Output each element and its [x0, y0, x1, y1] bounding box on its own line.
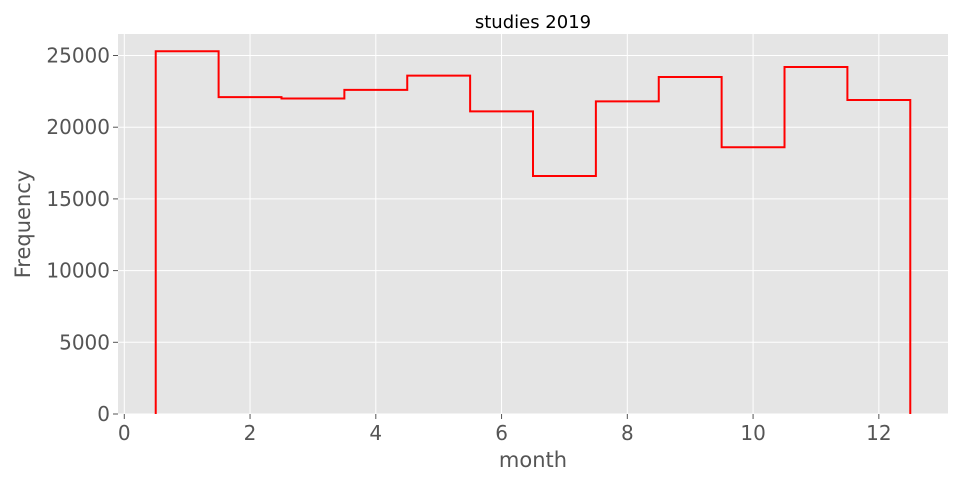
x-tick-label: 0	[118, 421, 131, 445]
x-axis-title: month	[499, 448, 567, 472]
plot-background	[118, 34, 948, 414]
x-tick-label: 8	[621, 421, 634, 445]
x-tick-label: 6	[495, 421, 508, 445]
x-tick-label: 12	[866, 421, 891, 445]
y-tick-label: 20000	[46, 115, 110, 139]
y-tick-label: 15000	[46, 187, 110, 211]
y-tick-label: 0	[97, 402, 110, 426]
y-tick-label: 5000	[59, 330, 110, 354]
y-axis-ticks: 0 5000 10000 15000 20000 25000	[46, 44, 118, 426]
chart-title: studies 2019	[475, 12, 591, 33]
x-axis-ticks: 0 2 4 6 8 10 12	[118, 414, 892, 445]
y-tick-label: 10000	[46, 259, 110, 283]
y-tick-label: 25000	[46, 44, 110, 68]
x-tick-label: 2	[244, 421, 257, 445]
x-tick-label: 4	[369, 421, 382, 445]
x-tick-label: 10	[740, 421, 765, 445]
y-axis-title: Frequency	[11, 170, 35, 279]
histogram-step-line	[154, 50, 912, 414]
grid-lines	[118, 34, 948, 415]
